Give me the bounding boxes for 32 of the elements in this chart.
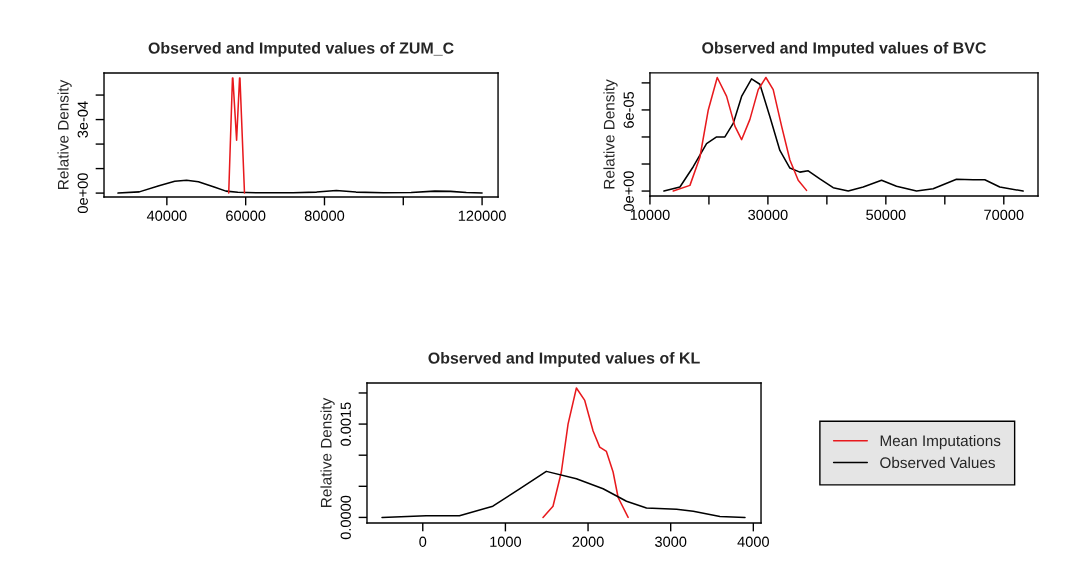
legend-label: Observed Values — [880, 456, 995, 469]
line-series — [381, 470, 746, 519]
line-series — [672, 76, 808, 192]
x-tick-label: 30000 — [748, 209, 788, 220]
y-tick-label: 0.0000 — [340, 495, 351, 540]
x-tick-label: 1000 — [490, 536, 522, 547]
y-tick-label: 3e-04 — [77, 101, 88, 138]
legend-label: Mean Imputations — [880, 434, 1001, 450]
chart-title: Observed and Imputed values of ZUM_C — [148, 41, 454, 57]
y-axis-title: Relative Density — [320, 397, 335, 507]
x-tick-label: 0 — [419, 536, 427, 547]
x-tick-label: 4000 — [737, 536, 769, 547]
y-tick-label: 0e+00 — [77, 173, 88, 213]
x-tick-label: 40000 — [146, 210, 187, 221]
x-tick-label: 80000 — [304, 210, 345, 221]
chart-title: Observed and Imputed values of KL — [428, 351, 700, 367]
y-axis-title: Relative Density — [57, 79, 72, 189]
line-series — [663, 78, 1024, 192]
y-axis-title: Relative Density — [603, 79, 618, 189]
x-tick-label: 3000 — [655, 536, 687, 547]
x-tick-label: 10000 — [630, 209, 670, 220]
line-series — [117, 179, 483, 194]
x-tick-label: 70000 — [984, 209, 1024, 220]
x-tick-label: 60000 — [226, 210, 266, 221]
y-tick-label: 0.0015 — [340, 402, 351, 446]
chart-title: Observed and Imputed values of BVC — [702, 41, 986, 57]
y-tick-label: 6e-05 — [623, 91, 634, 128]
x-tick-label: 50000 — [866, 209, 906, 220]
x-tick-label: 2000 — [572, 536, 604, 547]
line-series — [542, 387, 629, 519]
y-tick-label: 0e+00 — [623, 171, 634, 211]
x-tick-label: 120000 — [458, 210, 506, 221]
